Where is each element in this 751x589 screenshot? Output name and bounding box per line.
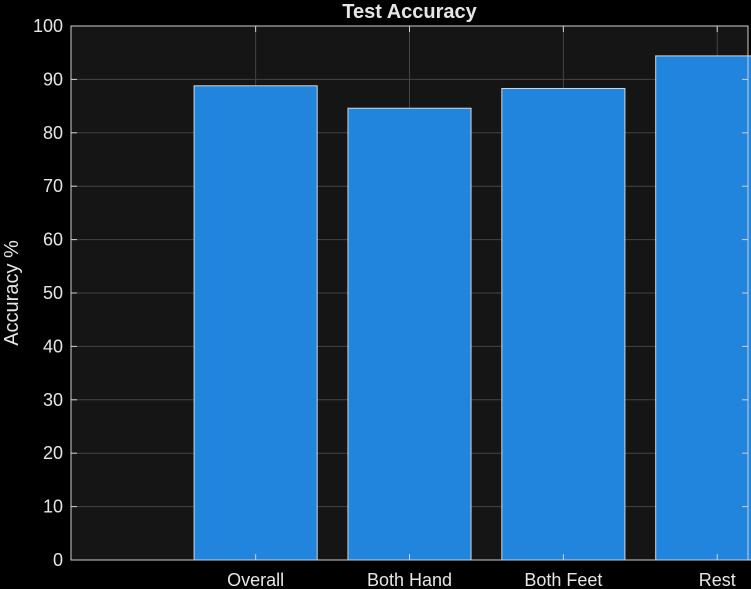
y-tick-label: 100	[33, 16, 63, 36]
y-axis-ticks: 0 10 20 30 40 50 60 70 80 90 100	[33, 16, 748, 570]
y-tick-label: 90	[43, 69, 63, 89]
y-tick-label: 40	[43, 336, 63, 356]
bar-both-hand	[347, 107, 472, 561]
bar-rest	[655, 55, 751, 561]
bar-overall	[193, 85, 318, 561]
y-tick-label: 70	[43, 176, 63, 196]
y-tick-label: 80	[43, 123, 63, 143]
x-tick-label: Both Hand	[367, 570, 452, 589]
y-tick-label: 50	[43, 283, 63, 303]
x-axis-ticks: Overall Both Hand Both Feet Rest	[227, 26, 736, 589]
y-tick-label: 10	[43, 497, 63, 517]
x-tick-label: Overall	[227, 570, 284, 589]
bars	[193, 55, 751, 561]
chart-title: Test Accuracy	[342, 1, 477, 23]
x-tick-label: Both Feet	[524, 570, 602, 589]
x-tick-label: Rest	[699, 570, 736, 589]
y-tick-label: 0	[53, 550, 63, 570]
y-tick-label: 20	[43, 443, 63, 463]
y-tick-label: 60	[43, 230, 63, 250]
y-tick-label: 30	[43, 390, 63, 410]
y-axis-label: Accuracy %	[1, 240, 23, 346]
bar-both-feet	[501, 87, 626, 561]
